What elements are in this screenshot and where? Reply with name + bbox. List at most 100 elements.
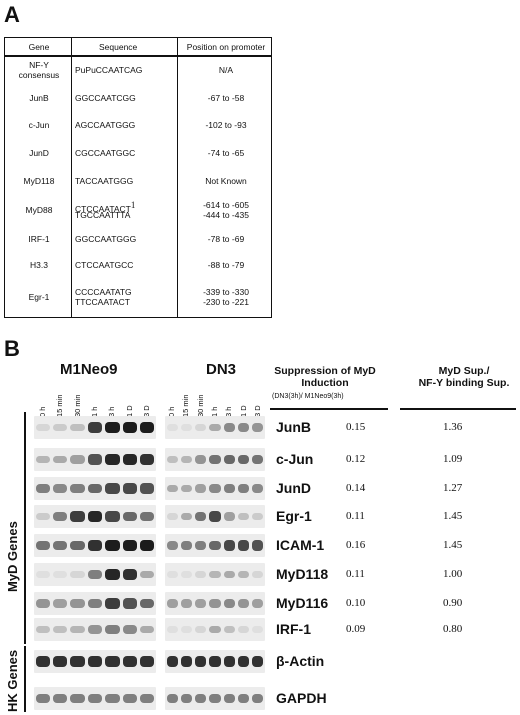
blot-band <box>209 599 221 608</box>
blot-band <box>140 570 155 579</box>
blot-band <box>180 541 193 550</box>
blot-band <box>195 455 207 464</box>
blot-band <box>105 625 120 634</box>
blot-band <box>223 512 235 521</box>
table-cell-sequence: CGCCAATGGC <box>75 148 136 158</box>
table-cell-position: -614 to -605 <box>203 200 249 210</box>
blot-band <box>195 541 207 550</box>
blot-band <box>87 422 103 433</box>
table-cell-sequence: TGCCAATTTA <box>75 210 131 220</box>
blot-band <box>70 625 85 634</box>
table-cell-sequence: CTCCAATACT1 <box>75 200 136 214</box>
table-cell-position: Not Known <box>205 176 247 186</box>
blot-band <box>35 655 50 668</box>
ratio-value: 1.45 <box>443 539 463 551</box>
ratio-value: 1.00 <box>443 568 463 580</box>
blot-strip-m1neo9 <box>34 477 156 500</box>
ratio-value: 1.09 <box>443 453 463 465</box>
blot-band <box>209 625 221 634</box>
blot-band <box>209 570 221 579</box>
blot-band <box>180 655 193 668</box>
blot-band <box>140 511 155 522</box>
table-divider <box>177 38 179 317</box>
blot-band <box>87 655 103 668</box>
blot-band <box>52 540 68 551</box>
table-cell-sequence: CCCCAATATG <box>75 287 132 297</box>
table-cell-sequence: GGCCAATCGG <box>75 93 136 103</box>
blot-band <box>140 483 155 494</box>
blot-band <box>52 571 68 578</box>
blot-band <box>209 423 221 432</box>
table-cell-gene: NF-Y <box>29 60 49 70</box>
ratio-value: 1.36 <box>443 421 463 433</box>
blot-band <box>209 484 221 493</box>
table-cell-gene: Egr-1 <box>28 292 50 302</box>
blot-band <box>209 655 221 668</box>
suppression-value: 0.09 <box>346 623 366 635</box>
table-cell-position: N/A <box>218 65 234 75</box>
footnote-marker: 1 <box>130 200 136 210</box>
blot-band <box>140 453 155 466</box>
blot-band <box>223 423 235 432</box>
blot-band <box>52 599 68 608</box>
blot-band <box>105 483 120 494</box>
blot-band <box>252 571 264 578</box>
table-cell-sequence: GGCCAATGGG <box>75 234 137 244</box>
blot-strip-dn3 <box>165 592 265 615</box>
gene-label: ICAM-1 <box>276 537 325 553</box>
gene-label: c-Jun <box>276 451 314 467</box>
blot-band <box>180 484 193 493</box>
blot-band <box>180 512 193 521</box>
blot-band <box>252 454 264 465</box>
blot-strip-m1neo9 <box>34 687 156 710</box>
table-cell-position: -67 to -58 <box>207 93 245 103</box>
table-cell-sequence: CTCCAATGCC <box>75 260 134 270</box>
blot-band <box>70 455 85 464</box>
blot-band <box>35 455 50 464</box>
time-point-label: 30 min <box>72 394 82 417</box>
blot-band <box>166 455 178 464</box>
blot-band <box>195 655 207 668</box>
blot-band <box>140 421 155 434</box>
blot-band <box>209 694 221 703</box>
table-cell-position: -339 to -330 <box>203 287 249 297</box>
table-divider <box>71 38 73 317</box>
blot-band <box>223 655 235 668</box>
blot-band <box>223 625 235 634</box>
blot-band <box>237 423 250 432</box>
gene-label: MyD116 <box>276 595 329 611</box>
suppression-value: 0.10 <box>346 597 366 609</box>
blot-band <box>166 541 178 550</box>
blot-strip-m1neo9 <box>34 505 156 528</box>
blot-band <box>252 540 264 551</box>
ratio-underline <box>400 408 516 410</box>
blot-band <box>87 599 103 608</box>
blot-band <box>122 694 138 703</box>
blot-band <box>87 694 103 703</box>
table-cell-position: -74 to -65 <box>207 148 245 158</box>
blot-band <box>105 539 120 552</box>
blot-band <box>166 694 178 703</box>
gene-label: JunB <box>276 419 311 435</box>
blot-band <box>209 454 221 465</box>
blot-band <box>223 540 235 551</box>
table-cell-position: -102 to -93 <box>205 120 247 130</box>
blot-band <box>237 512 250 521</box>
suppression-value: 0.14 <box>346 482 366 494</box>
blot-band <box>105 511 120 522</box>
ratio-value: 0.90 <box>443 597 463 609</box>
blot-band <box>223 570 235 579</box>
blot-band <box>237 570 250 579</box>
blot-strip-m1neo9 <box>34 416 156 439</box>
table-cell-gene: JunB <box>29 93 49 103</box>
table-cell-sequence: TTCCAATACT <box>75 297 130 307</box>
blot-band <box>252 599 264 608</box>
blot-band <box>70 511 85 522</box>
blot-band <box>105 453 120 466</box>
blot-band <box>105 568 120 581</box>
blot-band <box>122 483 138 494</box>
table-cell-position: -78 to -69 <box>207 234 245 244</box>
suppression-value: 0.11 <box>346 568 365 580</box>
blot-band <box>166 513 178 520</box>
blot-band <box>70 599 85 608</box>
